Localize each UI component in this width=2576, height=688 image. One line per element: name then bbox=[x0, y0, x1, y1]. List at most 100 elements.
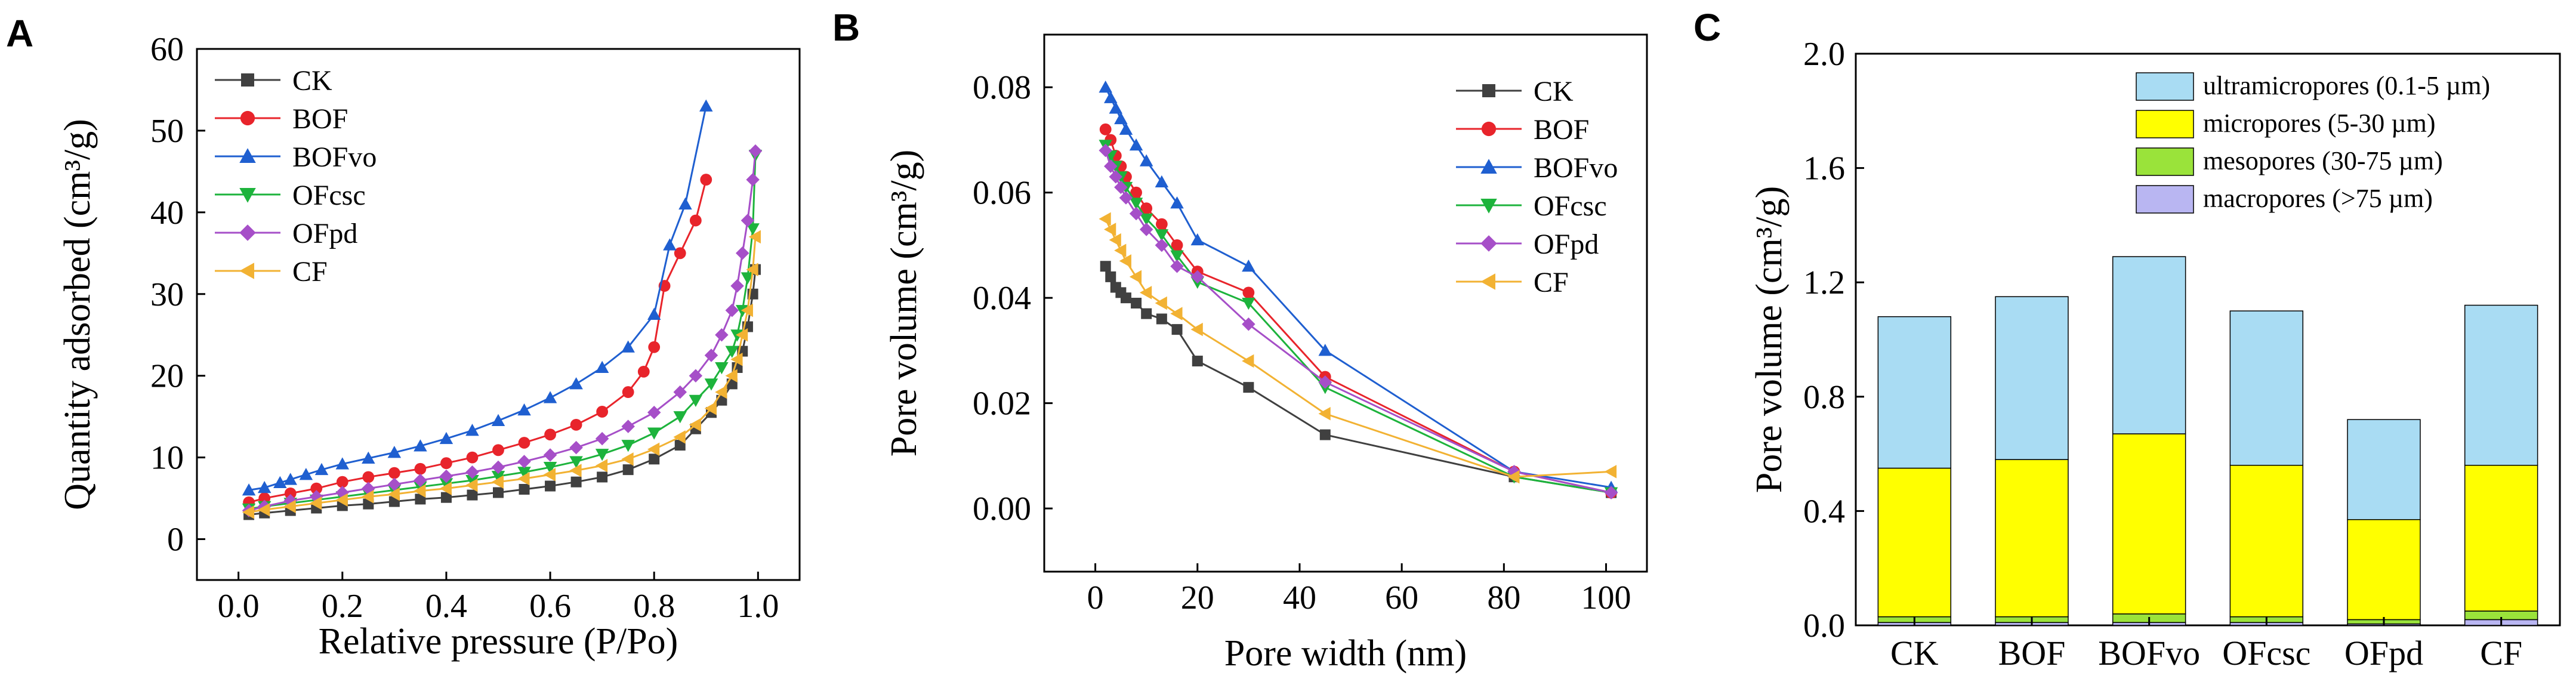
x-tick-label: 1.0 bbox=[737, 588, 779, 625]
legend-entry-ofcsc: OFcsc bbox=[1456, 190, 1607, 222]
data-point-bof bbox=[700, 174, 712, 186]
legend-entry-ck: CK bbox=[215, 65, 332, 97]
data-point-ofpd bbox=[1104, 159, 1118, 173]
legend-marker-ofcsc bbox=[239, 188, 256, 203]
panel-letter-a: A bbox=[6, 12, 33, 55]
data-point-cf bbox=[741, 303, 753, 317]
data-point-cf bbox=[1114, 243, 1127, 258]
bar-segment bbox=[2112, 433, 2186, 615]
data-point-bof bbox=[284, 487, 297, 499]
data-point-bof bbox=[388, 467, 400, 479]
x-tick-label: 0.4 bbox=[425, 588, 467, 625]
x-tick-label: 80 bbox=[1487, 579, 1520, 616]
data-point-ofpd bbox=[543, 448, 557, 462]
panel-b-y-label: Pore volume (cm³/g) bbox=[884, 150, 924, 456]
y-tick-label: 1.6 bbox=[1803, 150, 1845, 187]
data-point-bofvo bbox=[1109, 101, 1123, 114]
data-point-bof bbox=[689, 214, 702, 227]
data-point-bofvo bbox=[414, 439, 427, 452]
legend-label: OFcsc bbox=[292, 180, 366, 211]
data-point-ofcsc bbox=[1155, 229, 1169, 242]
y-tick-label: 1.2 bbox=[1803, 264, 1845, 301]
data-point-cf bbox=[730, 353, 743, 366]
data-point-ofcsc bbox=[439, 478, 454, 490]
panel-c-x-ticks: CK BOF BOFvo OFcsc OFpd CF bbox=[1890, 617, 2522, 672]
series-line-ck bbox=[1105, 266, 1612, 494]
legend-label: mesopores (30-75 µm) bbox=[2203, 146, 2443, 175]
data-point-bof bbox=[648, 341, 661, 353]
data-point-bofvo bbox=[314, 462, 329, 476]
bar-stack-bofvo bbox=[2112, 256, 2186, 626]
data-point-bofvo bbox=[1114, 112, 1128, 125]
legend-label: CF bbox=[1534, 267, 1569, 298]
bar-segment bbox=[2229, 465, 2304, 618]
panel-b-series bbox=[1099, 80, 1618, 499]
panel-a-y-ticks: 0 10 20 30 40 50 60 bbox=[150, 31, 205, 559]
data-point-cf bbox=[257, 502, 270, 517]
legend-entry-bofvo: BOFvo bbox=[215, 141, 377, 173]
legend-marker-cf bbox=[239, 263, 254, 279]
series-ofpd bbox=[242, 144, 763, 517]
y-tick-label: 0 bbox=[167, 522, 184, 559]
x-tick-label: CK bbox=[1890, 634, 1939, 672]
data-point-bofvo bbox=[569, 377, 583, 390]
data-point-ck bbox=[1100, 261, 1111, 272]
data-point-bof bbox=[466, 451, 479, 464]
x-tick-label: 60 bbox=[1385, 579, 1418, 616]
data-point-cf bbox=[595, 459, 608, 473]
data-point-ofcsc bbox=[746, 223, 760, 236]
legend-label: ultramicropores (0.1-5 µm) bbox=[2203, 71, 2490, 100]
data-point-cf bbox=[748, 230, 761, 244]
legend-entry-bofvo: BOFvo bbox=[1456, 152, 1618, 184]
data-point-cf bbox=[704, 402, 717, 415]
legend-label: CK bbox=[1534, 76, 1574, 107]
legend-entry-ck: CK bbox=[1456, 76, 1574, 107]
series-ofpd bbox=[1099, 143, 1618, 499]
panel-c-chart: CK BOF BOFvo OFcsc OFpd CF 0.0 0.4 0.8 1.2 1.6 2.0… bbox=[1749, 36, 2561, 672]
data-point-bofvo bbox=[242, 483, 256, 496]
data-point-ofpd bbox=[741, 214, 755, 227]
data-point-ofcsc bbox=[704, 378, 718, 391]
data-point-bof bbox=[414, 462, 427, 475]
data-point-ofpd bbox=[1170, 259, 1184, 273]
y-tick-label: 30 bbox=[150, 276, 184, 313]
data-point-cf bbox=[283, 499, 296, 514]
x-tick-label: CF bbox=[2480, 634, 2522, 672]
data-point-ck bbox=[1105, 271, 1116, 282]
bar-segment bbox=[1877, 467, 1952, 618]
legend-swatch bbox=[2136, 72, 2194, 101]
data-point-bofvo bbox=[1190, 233, 1205, 246]
data-point-cf bbox=[242, 505, 255, 519]
legend-label: BOFvo bbox=[1534, 152, 1618, 184]
x-tick-label: 0.6 bbox=[529, 588, 571, 625]
data-point-ofpd bbox=[647, 406, 661, 419]
bar-segment bbox=[2464, 304, 2538, 466]
x-tick-label: 0.2 bbox=[322, 588, 363, 625]
data-point-cf bbox=[1242, 354, 1254, 368]
data-point-bofvo bbox=[257, 481, 272, 493]
data-point-bof bbox=[310, 482, 323, 495]
data-point-bof bbox=[336, 476, 348, 488]
data-point-bofvo bbox=[1129, 138, 1143, 151]
bar-segment bbox=[2464, 465, 2538, 612]
data-point-ck bbox=[1192, 356, 1203, 367]
legend-label: BOF bbox=[1534, 114, 1589, 146]
data-point-bofvo bbox=[595, 360, 609, 373]
data-point-ofcsc bbox=[673, 411, 687, 424]
legend-marker-bofvo bbox=[239, 148, 256, 163]
data-point-cf bbox=[689, 418, 701, 432]
data-point-bof bbox=[674, 247, 686, 260]
bar-segment bbox=[1877, 316, 1952, 469]
data-point-ofpd bbox=[595, 431, 609, 446]
x-tick-label: OFcsc bbox=[2222, 634, 2310, 672]
data-point-ck bbox=[545, 480, 556, 492]
bar-stack-ck bbox=[1877, 316, 1952, 626]
data-point-cf bbox=[621, 452, 634, 466]
data-point-cf bbox=[1129, 270, 1142, 284]
legend-entry: micropores (5-30 µm) bbox=[2136, 109, 2435, 138]
data-point-bofvo bbox=[1104, 91, 1118, 103]
panel-a-x-ticks: 0.0 0.2 0.4 0.6 0.8 1.0 bbox=[218, 572, 779, 625]
y-tick-label: 0.00 bbox=[973, 490, 1031, 527]
data-point-cf bbox=[1139, 286, 1152, 300]
bar-segment bbox=[2229, 310, 2304, 466]
